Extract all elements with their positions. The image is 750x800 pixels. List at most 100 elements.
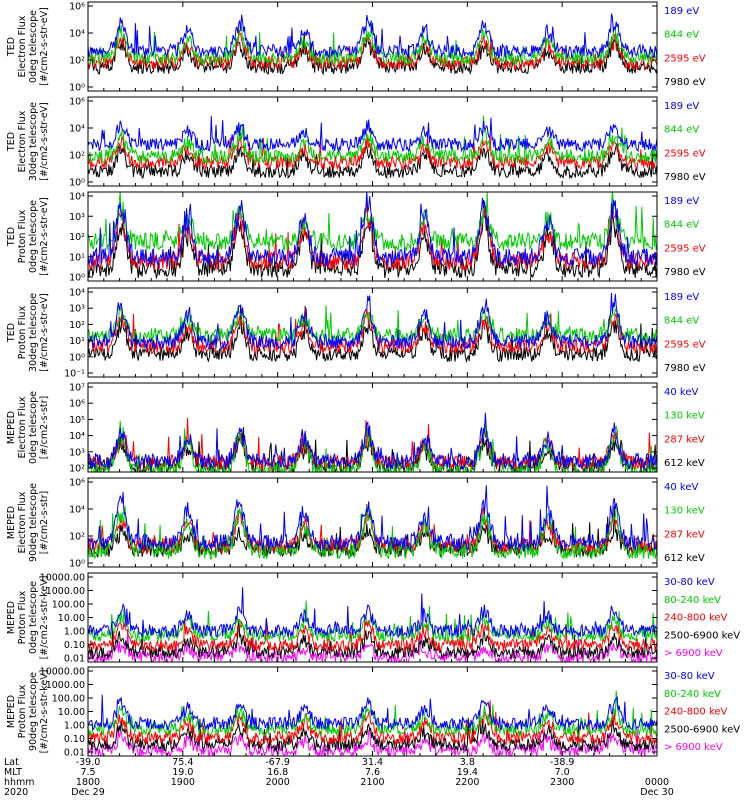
legend-entry: 287 keV [664,529,705,540]
y-axis-label-line: 90deg telescope [28,483,39,562]
x-date-end: Dec 30 [640,787,674,798]
y-axis-label-line: Electron Flux [17,396,28,458]
series-trace-1 [88,709,657,753]
legend-entry: 2500-6900 keV [664,724,740,735]
y-axis-label-line: 0deg telescope [28,10,39,83]
y-tick-label: 0.10 [64,640,85,651]
y-tick-label: 10⁻¹ [64,369,85,380]
y-axis-label-line: [#/cm2-s-str-eV] [39,293,50,372]
series-trace-3 [88,192,657,268]
y-tick-label: 0.01 [64,654,85,665]
y-tick-label: 10² [69,232,85,243]
panel-traces [88,587,657,662]
y-tick-label: 10² [69,56,85,67]
legend-entry: 240-800 keV [664,707,728,718]
legend-entry: 189 eV [664,6,699,17]
legend-entry: 30-80 keV [664,577,715,588]
y-axis-label-line: [#/cm2-s-str-eV] [39,102,50,181]
panel-traces [88,192,657,280]
x-tick-lat: 31.4 [362,757,383,768]
legend-entry: 189 eV [664,196,699,207]
y-axis-label-line: 90deg telescope [28,672,39,751]
legend-entry: > 6900 keV [664,648,723,659]
y-axis-label-line: MEPED [6,601,17,634]
panel-meped-p-0: 10000.00 1000.00 100.00 10.00 1.00 0.10 0.01 ME… [6,572,740,665]
y-tick-label: 10¹ [69,252,85,263]
series-trace-1 [88,200,657,272]
y-tick-label: 10⁴ [69,431,85,442]
y-tick-label: 10⁰ [69,178,85,189]
panel-ted-p-30: 10⁴ 10³ 10² 10¹ 10⁰ 10⁻¹ TED Proton Flux 30deg t… [6,287,706,380]
y-tick-label: 10⁶ [69,2,85,13]
y-axis-label-line: [#/cm2-s-str-keV] [39,670,50,754]
legend-entry: 612 keV [664,458,705,469]
y-axis-label-line: Proton Flux [17,684,28,738]
x-tick-mlt: 7.5 [80,767,95,778]
panel-meped-e-90: 10⁶ 10⁴ 10² 10⁰ MEPED Electron Flux 90deg tele… [6,477,705,570]
legend-entry: 2595 eV [664,53,706,64]
x-tick-mlt: 19.0 [172,767,193,778]
legend-entry: 612 keV [664,553,705,564]
series-trace-3 [88,412,657,471]
panel-ted-e-0: 10⁶ 10⁴ 10² 10⁰ TED Electron Flux 0deg telesco… [6,1,706,94]
legend-entry: 844 eV [664,220,699,231]
y-tick-label: 10⁰ [69,83,85,94]
series-trace-2 [88,506,657,560]
panel-traces [88,115,657,180]
y-tick-label: 0.10 [64,734,85,745]
x-tick-mlt: 7.0 [555,767,570,778]
x-tick-hhmm: 2200 [455,777,479,788]
y-tick-label: 1.00 [64,721,85,732]
y-axis-label-line: TED [6,37,17,57]
y-tick-label: 10⁷ [69,383,85,394]
x-tick-hhmm: 2300 [550,777,574,788]
x-tick-lat: -67.9 [265,757,290,768]
y-tick-label: 10³ [69,212,85,223]
y-tick-label: 10⁰ [69,352,85,363]
x-tick-hhmm: 1800 [76,777,100,788]
x-tick-mlt: 16.8 [267,767,288,778]
y-tick-label: 10² [69,151,85,162]
legend-entry: > 6900 keV [664,742,723,753]
y-axis-label-line: [#/cm2-s-str-eV] [39,7,50,86]
x-tick-mlt: 19.4 [457,767,478,778]
y-tick-label: 10000.00 [40,667,85,678]
y-axis-label-line: [#/cm2-s-str-keV] [39,576,50,660]
legend-entry: 240-800 keV [664,613,728,624]
y-tick-label: 100.00 [52,600,85,611]
y-axis-label-line: MEPED [6,411,17,444]
legend-entry: 40 keV [664,482,698,493]
legend-entry: 189 eV [664,101,699,112]
legend-entry: 7980 eV [664,77,706,88]
legend-entry: 7980 eV [664,172,706,183]
y-tick-label: 10² [69,464,85,475]
y-axis-label-line: MEPED [6,506,17,539]
legend-entry: 80-240 keV [664,595,721,606]
y-axis-label-line: 30deg telescope [28,102,39,181]
y-tick-label: 10⁴ [69,192,85,203]
x-tick-mlt: 7.6 [365,767,380,778]
y-axis-label-line: MEPED [6,695,17,728]
y-tick-label: 10⁰ [69,273,85,284]
x-tick-lat: -39.0 [76,757,101,768]
x-row-label: MLT [4,767,22,778]
legend-entry: 30-80 keV [664,671,715,682]
y-tick-label: 10³ [69,447,85,458]
y-axis-label-line: [#/cm2-s-str-eV] [39,197,50,276]
legend-entry: 844 eV [664,125,699,136]
y-tick-label: 10⁰ [69,559,85,570]
panel-traces [88,485,657,560]
y-axis-label-line: Proton Flux [17,305,28,359]
series-trace-3 [88,13,657,60]
y-axis-label-line: Proton Flux [17,590,28,644]
y-tick-label: 0.01 [64,748,85,759]
y-axis-label-line: Electron Flux [17,491,28,553]
series-trace-0 [88,200,657,280]
y-axis-label-line: Proton Flux [17,209,28,263]
y-tick-label: 10⁶ [69,97,85,108]
y-axis-label-line: Electron Flux [17,15,28,77]
legend-entry: 2595 eV [664,243,706,254]
series-trace-2 [88,305,657,344]
